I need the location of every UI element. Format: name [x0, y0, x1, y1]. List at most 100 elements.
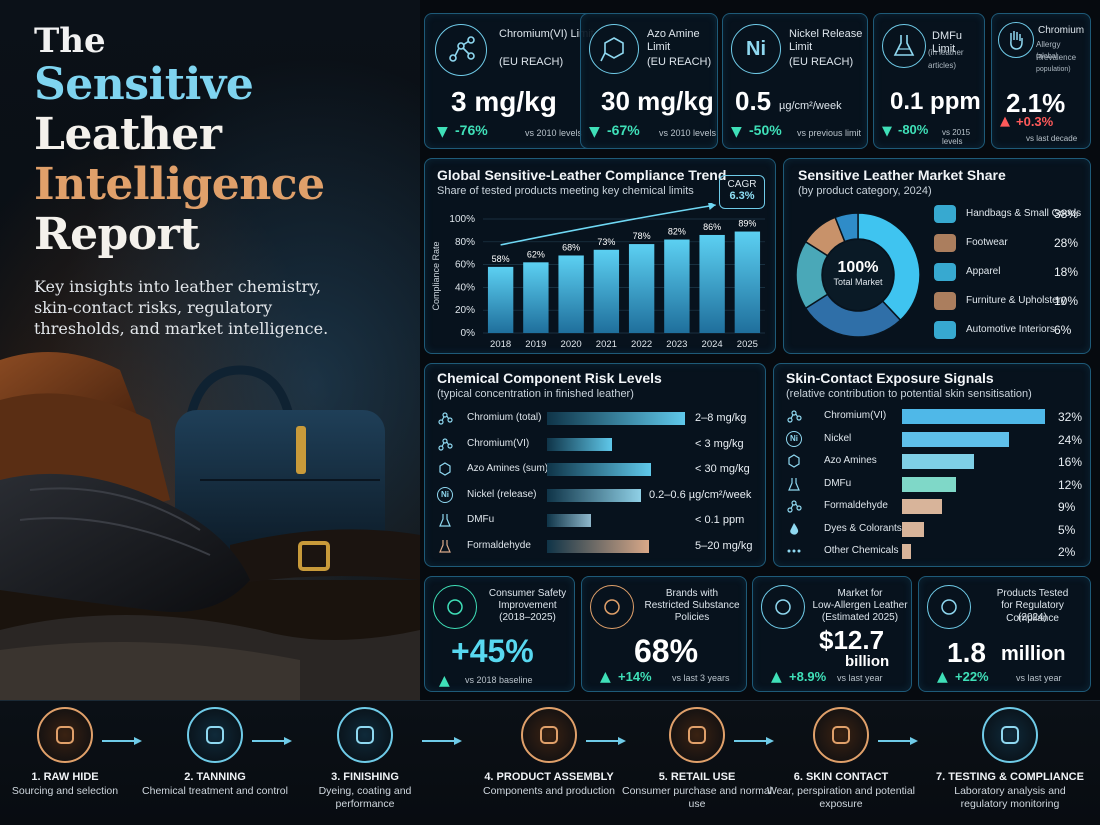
exposure-label: Other Chemicals [824, 545, 899, 556]
chemical-value: 0.2–0.6 µg/cm²/week [649, 488, 752, 501]
stat-value-unit: billion [845, 653, 890, 670]
bar-2019 [523, 262, 549, 333]
panel-title: Chemical Component Risk Levels [437, 370, 662, 386]
benzene-ring-icon [786, 453, 802, 469]
arrow-down-icon: ▼ [731, 124, 742, 140]
exposure-label: Dyes & Colorants [824, 522, 902, 534]
chemical-value: 2–8 mg/kg [695, 412, 747, 424]
arrow-right-icon [878, 731, 918, 745]
kpi-value: 3 mg/kg [451, 86, 557, 117]
kpi-vs: vs 2010 levels [525, 128, 583, 138]
cagr-badge: CAGR 6.3% [719, 175, 765, 209]
bar-value-label: 58% [492, 254, 510, 264]
bar-2021 [593, 249, 620, 333]
y-tick-label: 80% [455, 237, 475, 248]
kpi-card-azo: Azo Amine Limit (EU REACH) 30 mg/kg ▼ -6… [580, 13, 718, 149]
flask-icon [882, 24, 926, 68]
stat-label-line: Brands with [665, 588, 719, 599]
donut-center-value: 100% [837, 259, 879, 276]
exposure-value: 24% [1058, 432, 1083, 447]
stat-label-line: Consumer Safety [488, 588, 567, 599]
stat-label-line: Policies [674, 612, 710, 623]
bar-value-label: 89% [738, 219, 756, 229]
step-description: Sourcing and selection [11, 785, 119, 797]
exposure-label: Nickel [824, 432, 852, 444]
chemical-bar [547, 437, 613, 451]
globe-icon [761, 585, 805, 629]
legend-value: 28% [1054, 236, 1079, 250]
kpi-label: Nickel Release Limit [789, 28, 863, 53]
arrow-right-icon [586, 731, 626, 745]
donut-slice-0 [857, 212, 921, 322]
chemical-bar [547, 463, 652, 476]
x-tick-label: 2022 [631, 339, 652, 350]
flow-step: 7. TESTING & COMPLIANCE Laboratory analys… [935, 701, 1085, 825]
molecule-icon [435, 24, 487, 76]
chemical-bar [547, 539, 649, 553]
car-icon [934, 321, 956, 339]
kpi-change: +0.3% [1016, 114, 1054, 129]
stat-value: $12.7 [819, 625, 885, 655]
cagr-label: CAGR [727, 179, 757, 190]
kpi-card-nickel: Ni Nickel Release Limit (EU REACH) 0.5 µ… [722, 13, 868, 149]
hand-icon [998, 22, 1034, 58]
chemical-bar [547, 412, 685, 425]
arrow-up-icon: ▲ [771, 669, 782, 685]
market-donut-chart [795, 212, 921, 338]
panel-title: Global Sensitive-Leather Compliance Tren… [437, 167, 727, 183]
step-title: 6. SKIN CONTACT [793, 771, 889, 783]
stat-label-line: (2024) [1018, 612, 1047, 623]
document-icon [927, 585, 971, 629]
kpi-sub: (global population) [1036, 53, 1071, 73]
dots-icon [786, 543, 802, 559]
arrow-up-icon: ▲ [600, 669, 611, 685]
flow-step: 3. FINISHING Dyeing, coating and performa… [290, 701, 440, 825]
supply-chain-flow: 1. RAW HIDE Sourcing and selection 2. TANN… [0, 700, 1100, 825]
stat-vs: vs last year [1016, 673, 1062, 683]
exposure-label: Formaldehyde [824, 500, 888, 511]
exposure-value: 5% [1058, 522, 1076, 537]
chemical-label: Formaldehyde [467, 539, 531, 551]
title-the: The [34, 21, 106, 61]
molecule-icon [437, 410, 453, 426]
kpi-label: Chromium [1038, 25, 1085, 36]
kpi-sub: (EU REACH) [789, 56, 854, 68]
step-title: 2. TANNING [184, 771, 246, 783]
bar-value-label: 82% [668, 227, 686, 237]
kpi-label: Chromium(VI) Limit [499, 28, 594, 40]
panel-subtitle: (by product category, 2024) [798, 185, 932, 197]
chemical-value: < 0.1 ppm [695, 514, 745, 526]
kpi-card-allergy: Chromium Allergy Prevalence (global popu… [991, 13, 1091, 149]
stat-label-line: (2018–2025) [499, 612, 556, 623]
arrow-right-icon [734, 731, 774, 745]
trend-arrow-head [708, 203, 716, 210]
stat-change: +14% [618, 669, 652, 684]
y-tick-label: 100% [449, 214, 475, 225]
step-description: Laboratory analysis and regulatory monit… [954, 785, 1066, 810]
stat-value: 1.8 [947, 637, 986, 668]
flask-icon [437, 538, 453, 554]
bar-value-label: 86% [703, 222, 721, 232]
panel-subtitle: (typical concentration in finished leath… [437, 388, 634, 400]
kpi-vs: vs last decade [1026, 134, 1078, 143]
step-description: Consumer purchase and normal use [622, 785, 772, 810]
x-tick-label: 2021 [596, 339, 617, 350]
bar-2020 [558, 255, 584, 333]
kpi-change: -50% [749, 122, 782, 138]
step-description: Chemical treatment and control [142, 785, 288, 797]
step-title: 1. RAW HIDE [31, 771, 99, 783]
kpi-change: -80% [898, 122, 929, 137]
handbag-icon [934, 205, 956, 223]
legend-label: Apparel [966, 266, 1001, 277]
stat-value: +45% [451, 633, 534, 669]
kpi-vs: vs 2015 levels [942, 128, 971, 146]
exposure-bar [902, 454, 974, 469]
legend-label: Automotive Interiors [966, 324, 1055, 335]
x-tick-label: 2025 [737, 339, 758, 350]
panel-title: Sensitive Leather Market Share [798, 167, 1006, 183]
hand-icon [813, 707, 869, 763]
bar-value-label: 68% [562, 242, 580, 252]
donut-center-label: Total Market [833, 277, 883, 287]
stat-change: +22% [955, 669, 989, 684]
title-line-4: Report [34, 209, 200, 260]
